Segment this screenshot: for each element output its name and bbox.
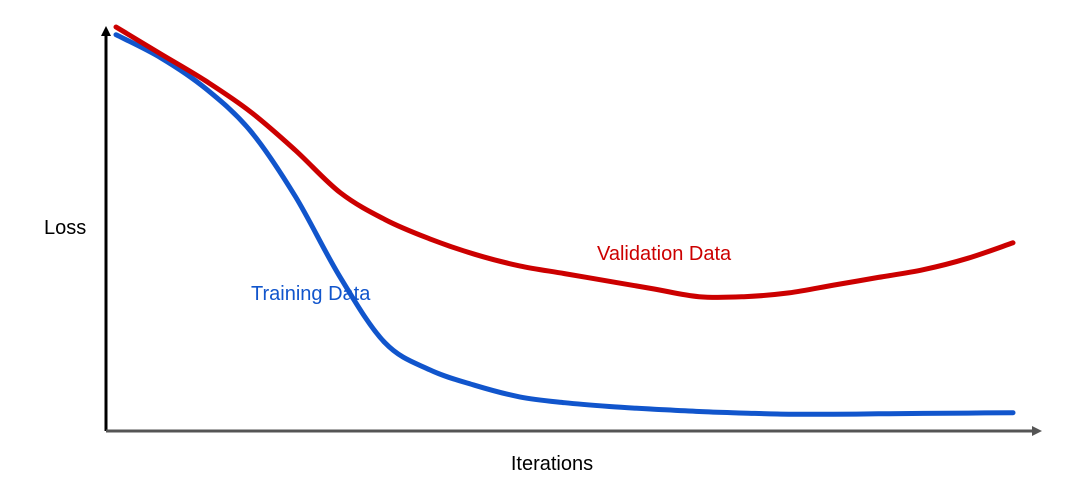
x-axis-label: Iterations — [511, 453, 593, 475]
y-axis-label: Loss — [44, 217, 86, 239]
training-data-line — [113, 32, 1016, 417]
series-label-validation: Validation Data — [597, 243, 732, 265]
series-label-training: Training Data — [251, 283, 371, 305]
validation-data-line — [113, 24, 1016, 300]
series-layer — [113, 24, 1016, 417]
